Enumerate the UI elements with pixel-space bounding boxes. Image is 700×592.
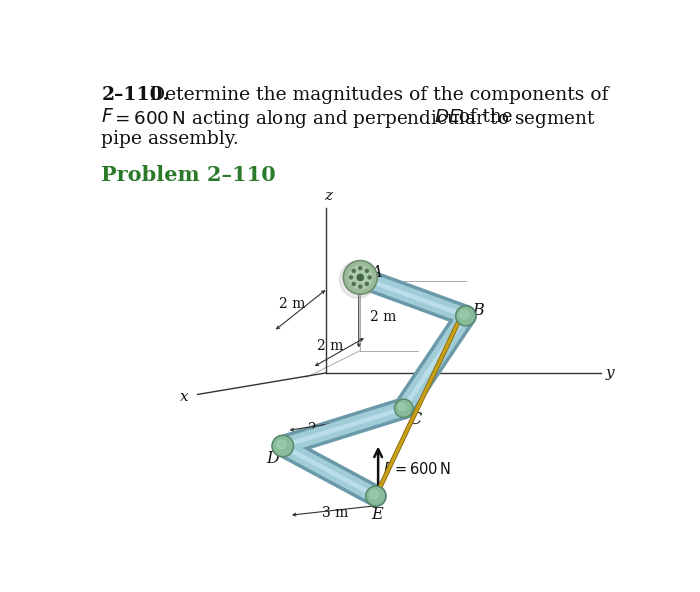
Circle shape [394, 399, 413, 417]
Circle shape [358, 285, 362, 288]
Text: of the: of the [452, 108, 512, 126]
Circle shape [365, 269, 368, 272]
Circle shape [345, 262, 376, 293]
Text: Determine the magnitudes of the components of: Determine the magnitudes of the componen… [150, 86, 608, 104]
Circle shape [456, 306, 476, 326]
Circle shape [272, 435, 294, 457]
Circle shape [460, 310, 468, 318]
Text: $DE$: $DE$ [434, 108, 462, 126]
Text: 2 m: 2 m [279, 297, 305, 311]
Text: z: z [323, 189, 332, 204]
Circle shape [276, 440, 286, 449]
Circle shape [343, 260, 377, 294]
Text: pipe assembly.: pipe assembly. [102, 130, 239, 147]
Circle shape [349, 266, 372, 289]
Circle shape [396, 401, 412, 416]
Circle shape [274, 437, 292, 455]
Circle shape [365, 486, 386, 506]
Text: y: y [606, 366, 614, 380]
Circle shape [349, 276, 353, 279]
Circle shape [358, 266, 362, 270]
Circle shape [457, 307, 474, 324]
Text: E: E [371, 506, 382, 523]
Circle shape [370, 490, 379, 499]
Circle shape [352, 282, 356, 285]
Text: B: B [473, 302, 484, 319]
Text: C: C [409, 411, 421, 427]
Text: x: x [180, 390, 188, 404]
Text: $F$: $F$ [102, 108, 115, 126]
Text: $F = 600\,\mathrm{N}$: $F = 600\,\mathrm{N}$ [383, 461, 451, 477]
Ellipse shape [340, 261, 377, 298]
Circle shape [368, 488, 384, 504]
Text: 2 m: 2 m [317, 339, 343, 353]
Text: 2–110.: 2–110. [102, 86, 169, 104]
Text: D: D [266, 450, 279, 467]
Circle shape [368, 276, 371, 279]
Text: Problem 2–110: Problem 2–110 [102, 165, 276, 185]
Circle shape [357, 274, 363, 281]
Circle shape [398, 403, 406, 411]
Text: $= 600\,\mathrm{N}$ acting along and perpendicular to segment: $= 600\,\mathrm{N}$ acting along and per… [111, 108, 596, 130]
Circle shape [352, 269, 356, 272]
Text: 2 m: 2 m [370, 310, 396, 324]
Text: A: A [370, 264, 382, 281]
Text: 2 m: 2 m [309, 422, 335, 436]
Circle shape [365, 282, 368, 285]
Text: 3 m: 3 m [322, 506, 349, 520]
